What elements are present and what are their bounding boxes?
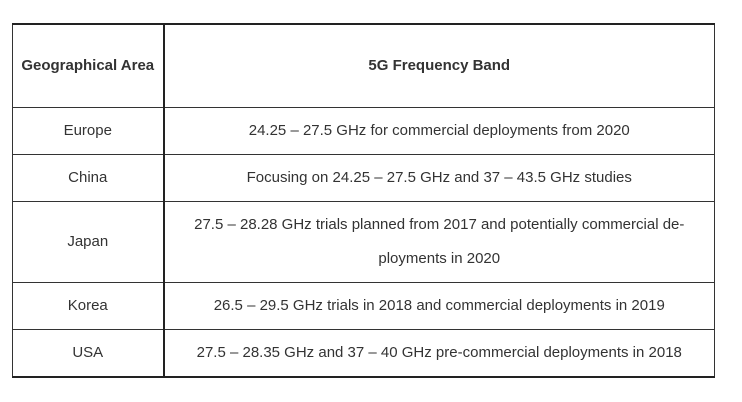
area-cell: Europe: [12, 107, 165, 155]
table-row: Japan 27.5 – 28.28 GHz trials planned fr…: [12, 201, 715, 283]
frequency-band-table-container: Geographical Area 5G Frequency Band Euro…: [12, 23, 715, 378]
band-cell: 24.25 – 27.5 GHz for commercial deployme…: [163, 107, 715, 155]
table-row: Korea 26.5 – 29.5 GHz trials in 2018 and…: [12, 282, 715, 330]
header-row: Geographical Area 5G Frequency Band: [12, 23, 715, 108]
table-body: Europe 24.25 – 27.5 GHz for commercial d…: [12, 107, 715, 378]
table-row: Europe 24.25 – 27.5 GHz for commercial d…: [12, 107, 715, 155]
table-header: Geographical Area 5G Frequency Band: [12, 23, 715, 108]
area-cell: USA: [12, 329, 165, 378]
area-cell: Japan: [12, 201, 165, 283]
header-frequency-band: 5G Frequency Band: [163, 23, 715, 108]
area-cell: China: [12, 154, 165, 202]
band-cell: 27.5 – 28.28 GHz trials planned from 201…: [163, 201, 715, 283]
table-row: China Focusing on 24.25 – 27.5 GHz and 3…: [12, 154, 715, 202]
band-cell: 26.5 – 29.5 GHz trials in 2018 and comme…: [163, 282, 715, 330]
band-cell: Focusing on 24.25 – 27.5 GHz and 37 – 43…: [163, 154, 715, 202]
table-row: USA 27.5 – 28.35 GHz and 37 – 40 GHz pre…: [12, 329, 715, 378]
frequency-band-table: Geographical Area 5G Frequency Band Euro…: [12, 23, 715, 378]
area-cell: Korea: [12, 282, 165, 330]
header-geographical-area: Geographical Area: [12, 23, 165, 108]
band-cell: 27.5 – 28.35 GHz and 37 – 40 GHz pre-com…: [163, 329, 715, 378]
